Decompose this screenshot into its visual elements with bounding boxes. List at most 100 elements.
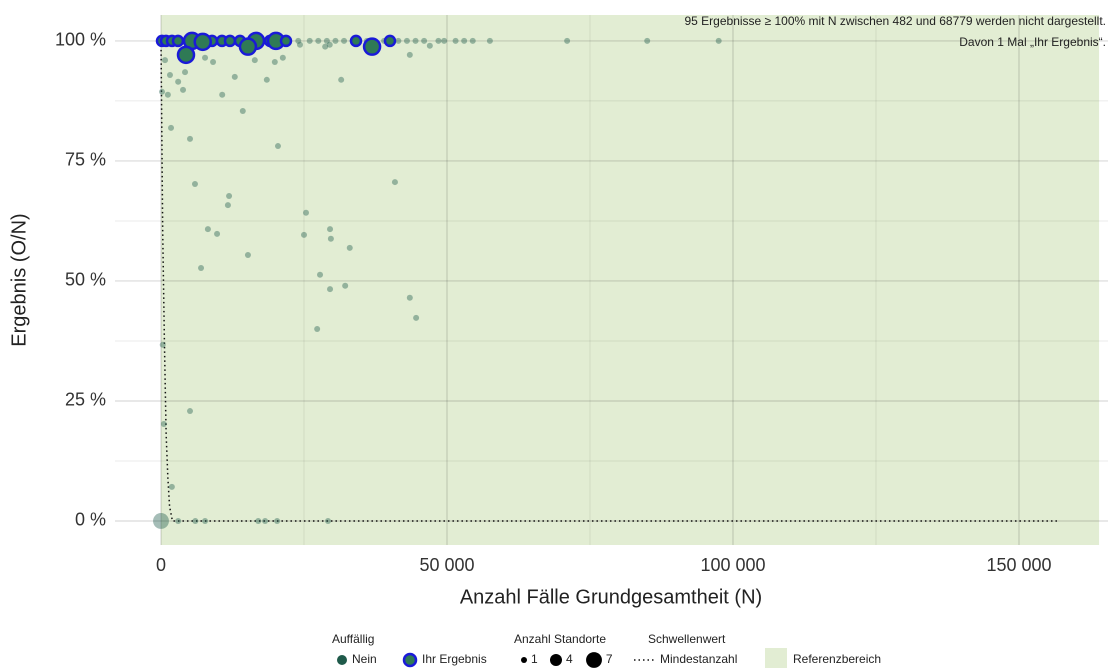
legend-label: 7 [606,652,613,666]
x-axis-label: Anzahl Fälle Grundgesamtheit (N) [460,586,762,608]
point [362,37,382,56]
point [168,483,175,490]
point [461,37,468,44]
point [452,37,459,44]
annotation: 95 Ergebnisse ≥ 100% mit N zwischen 482 … [685,14,1107,28]
point [166,72,173,79]
point [325,517,332,524]
point [715,37,722,44]
y-tick-label: 25 % [65,390,106,410]
point [383,34,397,48]
point [406,51,413,58]
point [327,286,334,293]
point [406,294,413,301]
point [244,252,251,259]
point [327,235,334,242]
y-axis-label: Ergebnis (O/N) [8,213,30,346]
point [176,45,196,65]
point [153,513,169,529]
point [426,42,433,49]
point [223,34,237,48]
point [279,54,286,61]
point [160,421,167,428]
point [300,231,307,238]
point [296,41,303,48]
legend-label: 4 [566,652,573,666]
point [271,59,278,66]
point [255,517,262,524]
legend-label: Referenzbereich [793,652,881,666]
legend-label: Nein [352,652,377,666]
point [274,143,281,150]
legend-title: Auffällig [332,632,374,646]
point [274,517,281,524]
x-tick-label: 100 000 [700,555,765,575]
point [180,86,187,93]
x-tick-label: 50 000 [419,555,474,575]
point [202,517,209,524]
point [332,37,339,44]
y-tick-label: 0 % [75,510,106,530]
point [341,37,348,44]
point [164,91,171,98]
legend-symbol [402,652,418,668]
point [327,226,334,233]
point [391,179,398,186]
point [323,37,330,44]
legend-symbol [765,648,787,668]
point [435,37,442,44]
point [263,76,270,83]
point [191,180,198,187]
point [322,43,329,50]
point [342,282,349,289]
point [224,202,231,209]
point [403,37,410,44]
threshold-line [160,40,1060,522]
point [251,57,258,64]
point [564,37,571,44]
legend-symbol [586,652,602,668]
point [306,37,313,44]
point [219,91,226,98]
x-tick-label: 0 [156,555,166,575]
point [193,32,213,52]
point [317,271,324,278]
point [239,108,246,115]
legend-symbol [550,654,562,666]
x-tick-label: 150 000 [986,555,1051,575]
point [187,408,194,415]
point [469,37,476,44]
point [214,230,221,237]
point [171,34,185,48]
point [644,37,651,44]
point [168,124,175,131]
reference-area [161,15,1100,545]
point [162,57,169,64]
point [238,37,258,56]
point [326,41,333,48]
point [192,517,199,524]
point [349,34,363,48]
point [182,69,189,76]
point [346,244,353,251]
point [187,135,194,142]
point [175,517,182,524]
point [315,37,322,44]
point [395,37,402,44]
point [421,37,428,44]
legend-label: Mindestanzahl [660,652,737,666]
point [198,264,205,271]
legend-title: Anzahl Standorte [514,632,606,646]
point [231,73,238,80]
point [204,226,211,233]
point [412,37,419,44]
legend-symbol [521,657,527,663]
point [159,88,166,95]
point [279,34,293,48]
legend-symbol [337,655,347,665]
point [486,37,493,44]
y-tick-label: 75 % [65,150,106,170]
legend-label: 1 [531,652,538,666]
point [210,59,217,66]
